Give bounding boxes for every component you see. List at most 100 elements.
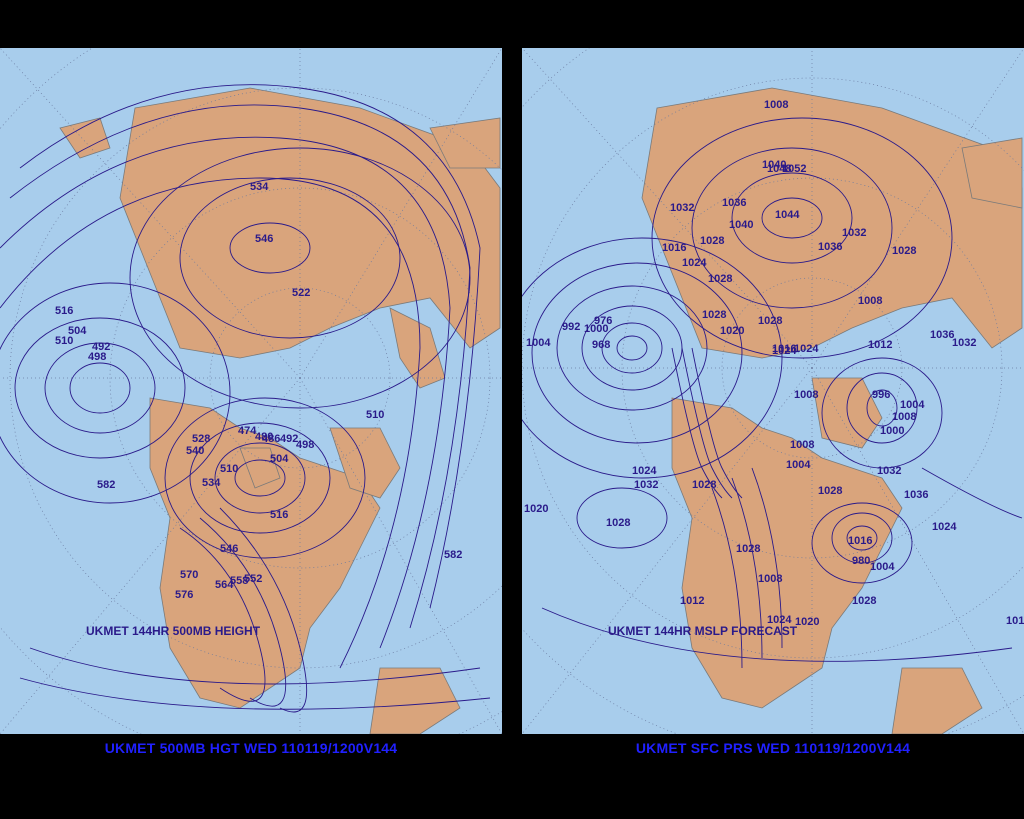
- contour-label: 1028: [606, 517, 630, 529]
- contour-label: 558: [230, 575, 248, 587]
- panel-surface-pressure: 1008 1040 1048 1052 1032 1036 1044 1016 1028 1040…: [522, 0, 1024, 819]
- contour-label: 510: [366, 409, 384, 421]
- contour-label: 1032: [952, 337, 976, 349]
- contour-label: 534: [202, 477, 221, 489]
- contour-label: 486: [262, 433, 280, 445]
- contour-label: 576: [175, 589, 193, 601]
- contour-label: 1052: [782, 163, 806, 175]
- contour-label: 1008: [790, 439, 814, 451]
- contour-label: 570: [180, 569, 198, 581]
- contour-label: 528: [192, 433, 210, 445]
- contour-label: 546: [220, 543, 238, 555]
- graticule: [0, 48, 502, 734]
- contour-label: 1012: [868, 339, 892, 351]
- contour-label: 1004: [870, 561, 895, 573]
- contour-label: 546: [255, 233, 273, 245]
- contour-label: 582: [97, 479, 115, 491]
- contour-label: 510: [55, 335, 73, 347]
- contour-label: 980: [852, 555, 870, 567]
- contour-label: 1004: [786, 459, 811, 471]
- contour-label: 976: [594, 315, 612, 327]
- contour-label: 1008: [764, 99, 788, 111]
- contour-label: 1004: [900, 399, 925, 411]
- contour-label: 1008: [794, 389, 818, 401]
- contour-label: 1028: [702, 309, 726, 321]
- contour-label: 534: [250, 181, 269, 193]
- contour-label: 498: [88, 351, 106, 363]
- contour-label: 582: [444, 549, 462, 561]
- map-500mb-height: 534 546 522 516 504 510 492 498 510 474 480 486 492 4…: [0, 48, 502, 734]
- contour-label: 1032: [670, 202, 694, 214]
- contour-label: 1036: [722, 197, 746, 209]
- contour-label: 492: [92, 341, 110, 353]
- contour-label: 1012: [680, 595, 704, 607]
- contour-label: 564: [215, 579, 234, 591]
- contour-label: 516: [55, 305, 73, 317]
- contour-label: 1040: [762, 159, 786, 171]
- contour-label: 1000: [880, 425, 904, 437]
- contour-label: 1024: [682, 257, 707, 269]
- panel-footer-title: UKMET 500MB HGT WED 110119/1200V144: [104, 740, 398, 756]
- contour-label: 510: [220, 463, 238, 475]
- contour-label: 1024: [932, 521, 957, 533]
- contour-label: 1028: [708, 273, 732, 285]
- contour-label: 1008: [758, 573, 782, 585]
- map-surface-pressure: 1008 1040 1048 1052 1032 1036 1044 1016 1028 1040…: [522, 48, 1024, 734]
- contour-label: 1020: [795, 616, 819, 628]
- contour-label: 1016: [662, 242, 686, 254]
- contour-label: 552: [244, 573, 262, 585]
- contour-label: 1016: [772, 343, 796, 355]
- contour-label: 1024: [632, 465, 657, 477]
- contour-label: 992: [562, 321, 580, 333]
- contour-label: 1028: [818, 485, 842, 497]
- contour-label: 996: [872, 389, 890, 401]
- contour-label: 1000: [584, 323, 608, 335]
- contour-label: 498: [296, 439, 314, 451]
- land-masses: [641, 87, 1023, 734]
- contour-label: 1020: [524, 503, 548, 515]
- contour-label: 492: [280, 433, 298, 445]
- graticule: [522, 48, 1024, 734]
- land-masses: [59, 87, 501, 734]
- contour-label: 1040: [729, 219, 753, 231]
- contour-label: 1044: [775, 209, 800, 221]
- contour-label: 1036: [930, 329, 954, 341]
- contour-label: 1032: [634, 479, 658, 491]
- contour-label: 1012: [1006, 615, 1024, 627]
- contour-label: 1032: [877, 465, 901, 477]
- contour-label: 1004: [526, 337, 551, 349]
- contour-label: 1008: [892, 411, 916, 423]
- contour-label: 504: [68, 325, 87, 337]
- panel-500mb-height: 534 546 522 516 504 510 492 498 510 474 480 486 492 4…: [0, 0, 502, 819]
- contour-label: 1028: [852, 595, 876, 607]
- contour-label: 1028: [736, 543, 760, 555]
- contour-label: 480: [255, 431, 273, 443]
- contour-label: 516: [270, 509, 288, 521]
- contour-label: 522: [292, 287, 310, 299]
- contour-label: 1028: [692, 479, 716, 491]
- contour-label: 1020: [720, 325, 744, 337]
- contour-label: 1024: [772, 345, 797, 357]
- contour-label: 1028: [758, 315, 782, 327]
- contour-label: 1032: [842, 227, 866, 239]
- contour-label: 504: [270, 453, 289, 465]
- panel-footer-title: UKMET SFC PRS WED 110119/1200V144: [635, 740, 911, 756]
- map-caption: UKMET 144HR MSLP FORECAST: [608, 624, 798, 638]
- contour-label: 1028: [700, 235, 724, 247]
- contour-label: 1024: [794, 343, 819, 355]
- contour-label: 1008: [858, 295, 882, 307]
- contour-label: 1028: [892, 245, 916, 257]
- contour-label: 1036: [904, 489, 928, 501]
- contour-label: 1036: [818, 241, 842, 253]
- contour-label: 1048: [767, 163, 791, 175]
- map-caption: UKMET 144HR 500MB HEIGHT: [86, 624, 261, 638]
- pressure-isobars: [522, 117, 1023, 669]
- contour-label: 1016: [848, 535, 872, 547]
- contour-label: 474: [238, 425, 257, 437]
- contour-label: 968: [592, 339, 610, 351]
- contour-label: 1024: [767, 614, 792, 626]
